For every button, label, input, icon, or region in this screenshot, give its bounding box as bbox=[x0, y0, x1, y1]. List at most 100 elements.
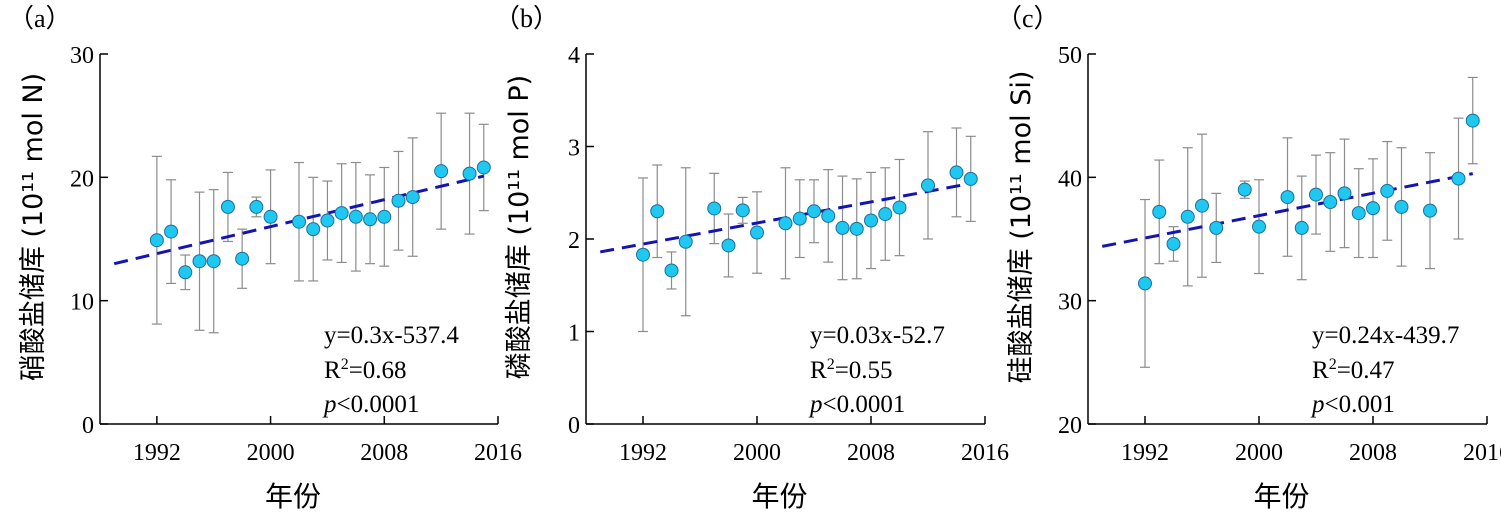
trend-line bbox=[1101, 172, 1474, 248]
data-point bbox=[178, 265, 193, 280]
y-tick-label: 4 bbox=[568, 43, 580, 69]
p-symbol: p bbox=[808, 391, 823, 418]
y-axis-label: 硝酸盐储库 (10¹¹ mol N) bbox=[18, 73, 49, 381]
data-point bbox=[892, 200, 907, 215]
data-point bbox=[235, 251, 250, 266]
data-point bbox=[1180, 209, 1195, 224]
y-tick-label: 2 bbox=[568, 228, 580, 254]
data-point bbox=[1351, 206, 1366, 221]
data-point bbox=[1423, 203, 1437, 218]
data-point bbox=[462, 166, 477, 181]
data-point bbox=[320, 213, 335, 228]
x-tick-label: 2000 bbox=[1235, 440, 1283, 466]
data-point bbox=[1451, 171, 1466, 186]
data-point bbox=[1465, 113, 1480, 128]
data-point bbox=[306, 222, 321, 237]
panel-label: （a） bbox=[8, 4, 72, 33]
data-point bbox=[835, 220, 850, 235]
data-point bbox=[849, 221, 864, 236]
data-point bbox=[249, 199, 264, 214]
data-point bbox=[1209, 220, 1224, 235]
data-point bbox=[1237, 182, 1252, 197]
x-tick-label: 2000 bbox=[247, 440, 295, 466]
data-point bbox=[1294, 220, 1309, 235]
data-point bbox=[1366, 201, 1380, 216]
p-symbol: p bbox=[1310, 391, 1325, 418]
data-point bbox=[807, 204, 821, 219]
data-point bbox=[735, 203, 750, 218]
r-symbol: R bbox=[324, 357, 341, 384]
x-tick-label: 1992 bbox=[1121, 440, 1169, 466]
x-tick-label: 1992 bbox=[133, 440, 181, 466]
y-tick-label: 3 bbox=[568, 136, 580, 162]
x-tick-label: 2008 bbox=[847, 440, 895, 466]
r-squared-value: =0.47 bbox=[1337, 357, 1395, 384]
p-value-text: <0.001 bbox=[1325, 391, 1395, 418]
x-tick-label: 2016 bbox=[474, 440, 522, 466]
data-point bbox=[263, 209, 278, 224]
x-axis-label: 年份 bbox=[265, 480, 321, 513]
data-point bbox=[963, 171, 978, 186]
p-value-text: <0.0001 bbox=[823, 391, 906, 418]
data-point bbox=[664, 263, 679, 278]
data-point bbox=[334, 206, 349, 221]
data-point bbox=[650, 204, 665, 219]
data-point bbox=[878, 207, 893, 222]
p-value: p<0.0001 bbox=[322, 391, 419, 418]
data-point bbox=[292, 214, 306, 229]
data-point bbox=[434, 164, 449, 179]
data-point bbox=[1195, 198, 1209, 213]
data-point bbox=[348, 209, 363, 224]
data-point bbox=[821, 208, 836, 223]
panel-c: 20 30 40 50 1992 2000 2008 2016 （c） 年份 硅酸盐储库 (10¹¹… bbox=[996, 4, 1501, 513]
data-point bbox=[220, 199, 235, 214]
x-axis-label: 年份 bbox=[751, 480, 807, 513]
data-point bbox=[750, 225, 764, 240]
data-point bbox=[1380, 183, 1395, 198]
x-tick-label: 1992 bbox=[619, 440, 667, 466]
regression-equation: y=0.3x-537.4 bbox=[324, 322, 459, 349]
regression-equation: y=0.03x-52.7 bbox=[810, 322, 945, 349]
data-point bbox=[164, 224, 179, 239]
data-point bbox=[1138, 276, 1152, 291]
r-superscript: 2 bbox=[341, 356, 349, 373]
y-tick-label: 20 bbox=[70, 166, 94, 192]
r-squared-value: =0.55 bbox=[835, 357, 893, 384]
data-point bbox=[476, 160, 491, 175]
data-point bbox=[1152, 204, 1167, 219]
data-point bbox=[1252, 219, 1266, 234]
y-tick-label: 30 bbox=[70, 43, 94, 69]
r-squared: R2=0.68 bbox=[324, 356, 407, 384]
data-point bbox=[1280, 190, 1295, 205]
y-tick-label: 10 bbox=[70, 290, 94, 316]
x-tick-label: 2016 bbox=[1463, 440, 1501, 466]
data-point bbox=[921, 178, 935, 193]
data-point bbox=[792, 211, 807, 226]
p-value: p<0.0001 bbox=[808, 391, 905, 418]
data-point bbox=[391, 193, 406, 208]
panel-b: 0 1 2 3 4 1992 2000 2008 2016 （b） 年份 磷酸盐储库 (10¹¹ mo… bbox=[494, 4, 1009, 513]
x-tick-label: 2016 bbox=[961, 440, 1009, 466]
x-tick-label: 2008 bbox=[1349, 440, 1397, 466]
regression-equation: y=0.24x-439.7 bbox=[1312, 322, 1459, 349]
y-axis-label: 磷酸盐储库 (10¹¹ mol P) bbox=[504, 75, 535, 379]
y-tick-label: 0 bbox=[568, 413, 580, 439]
data-point bbox=[1166, 236, 1181, 251]
data-point bbox=[405, 190, 420, 205]
data-point bbox=[192, 254, 207, 269]
data-point bbox=[1394, 199, 1409, 214]
r-squared-value: =0.68 bbox=[349, 357, 407, 384]
x-tick-label: 2000 bbox=[733, 440, 781, 466]
y-tick-label: 30 bbox=[1058, 290, 1082, 316]
x-tick-label: 2008 bbox=[360, 440, 408, 466]
data-point bbox=[1337, 186, 1352, 201]
r-squared: R2=0.47 bbox=[1312, 356, 1395, 384]
panel-a: 0 10 20 30 1992 2000 2008 2016 （a） 年份 硝酸盐储库 (10¹¹ … bbox=[8, 4, 522, 513]
r-squared: R2=0.55 bbox=[810, 356, 893, 384]
panel-label: （c） bbox=[996, 4, 1060, 33]
data-point bbox=[778, 216, 793, 231]
data-point bbox=[1309, 187, 1323, 202]
y-axis-label: 硅酸盐储库 (10¹¹ mol Si) bbox=[1006, 71, 1037, 384]
data-point bbox=[206, 254, 221, 269]
